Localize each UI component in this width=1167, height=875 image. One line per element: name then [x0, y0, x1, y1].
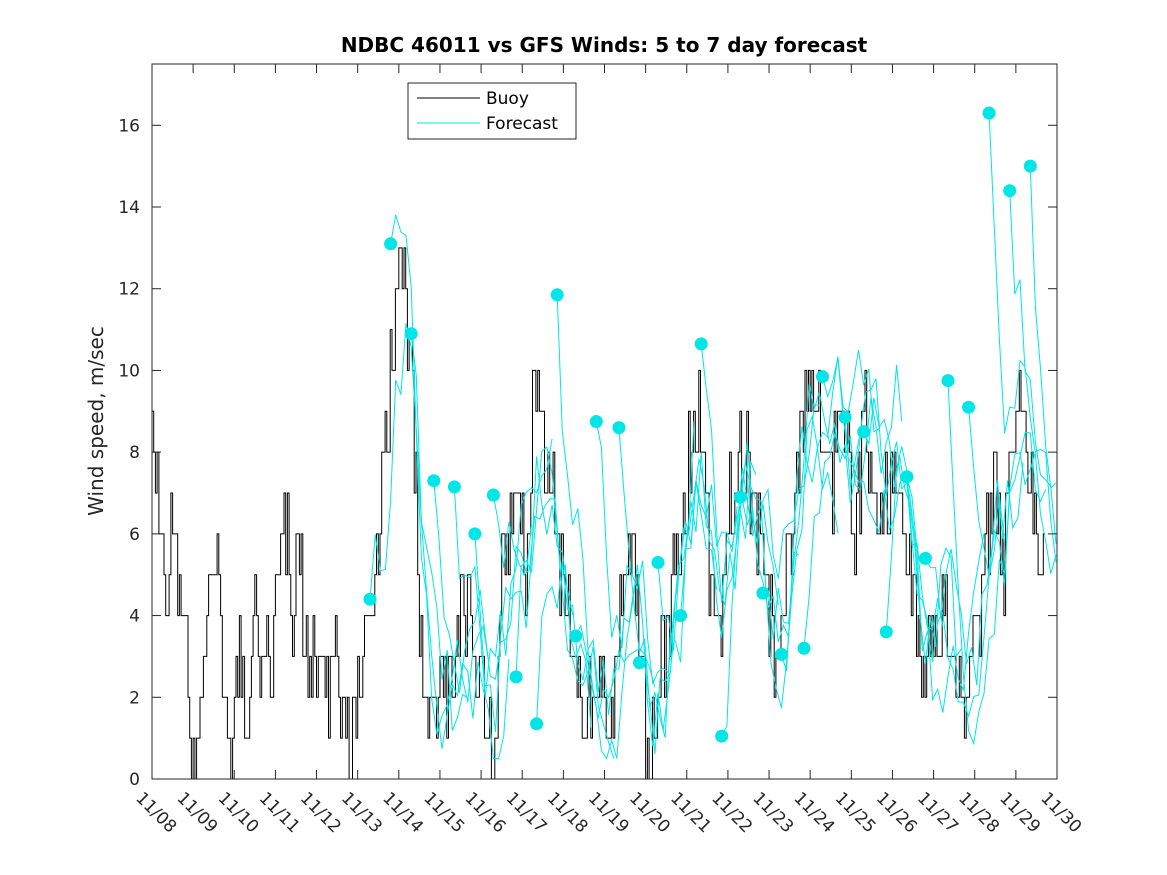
forecast-marker	[468, 527, 482, 541]
forecast-marker	[857, 425, 871, 439]
series-line-forecast	[863, 397, 962, 665]
forecast-marker	[694, 337, 708, 351]
forecast-marker	[384, 237, 398, 251]
forecast-marker	[715, 729, 729, 743]
series-line-forecast	[680, 441, 779, 639]
forecast-marker	[774, 647, 788, 661]
series-line-forecast	[492, 494, 592, 728]
y-tick-label: 2	[129, 688, 140, 708]
series-line-forecast	[721, 404, 820, 737]
forecast-marker	[1003, 184, 1017, 198]
y-tick-label: 12	[118, 280, 140, 300]
series-line-forecast	[924, 462, 1024, 686]
series-line-forecast	[885, 446, 985, 713]
forecast-marker	[363, 592, 377, 606]
series-line-forecast	[803, 364, 903, 649]
y-tick-label: 4	[129, 607, 140, 627]
series-line-forecast	[453, 438, 553, 698]
forecast-marker	[900, 470, 914, 484]
forecast-marker	[756, 586, 770, 600]
y-tick-label: 8	[129, 443, 140, 463]
y-axis-label: Wind speed, m/sec	[84, 326, 108, 516]
legend-forecast-label: Forecast	[486, 114, 558, 134]
forecast-marker	[879, 625, 893, 639]
series-line-forecast	[947, 380, 1047, 746]
forecast-marker	[651, 556, 665, 569]
y-tick-label: 16	[118, 116, 140, 136]
forecast-marker	[962, 400, 976, 414]
legend-buoy-label: Buoy	[486, 89, 529, 109]
series-line-forecast	[1029, 166, 1057, 490]
series-line-forecast	[433, 480, 532, 693]
y-tick-label: 14	[118, 198, 140, 218]
series-line-forecast	[988, 112, 1057, 574]
forecast-marker	[797, 641, 811, 655]
forecast-marker	[982, 106, 996, 120]
forecast-marker	[612, 421, 626, 435]
forecast-marker	[838, 410, 852, 424]
series-line-forecast	[536, 561, 635, 724]
forecast-marker	[427, 474, 441, 488]
forecast-marker	[633, 656, 646, 670]
series-line-forecast	[906, 476, 1006, 718]
legend-box	[407, 82, 577, 140]
forecast-marker	[674, 609, 688, 623]
series-line-forecast	[780, 349, 880, 672]
series-line-forecast	[474, 456, 574, 733]
series-line-forecast	[369, 323, 468, 731]
chart-title: NDBC 46011 vs GFS Winds: 5 to 7 day fore…	[341, 33, 868, 57]
series-line-forecast	[762, 383, 862, 639]
forecast-marker	[569, 629, 583, 643]
y-tick-label: 10	[118, 361, 140, 381]
forecast-marker	[550, 288, 564, 302]
forecast-marker	[404, 327, 418, 341]
y-tick-label: 6	[129, 525, 140, 545]
forecast-marker	[918, 551, 932, 565]
series-line-forecast	[657, 458, 757, 651]
forecast-marker	[733, 490, 747, 504]
series-line-forecast	[1009, 190, 1057, 544]
forecast-marker	[447, 480, 461, 494]
forecast-marker	[1023, 159, 1037, 173]
series-line-forecast	[595, 421, 695, 686]
forecast-marker	[509, 670, 523, 684]
forecast-marker	[589, 415, 603, 428]
forecast-marker	[941, 374, 955, 388]
series-line-forecast	[515, 446, 615, 759]
series-line-forecast	[410, 333, 510, 760]
series-layer	[152, 106, 1057, 780]
series-line-forecast	[618, 427, 718, 738]
legend: Buoy Forecast	[407, 82, 577, 140]
series-line-forecast	[844, 378, 944, 630]
series-line-forecast	[968, 407, 1057, 586]
y-tick-label: 0	[129, 770, 140, 790]
forecast-marker	[486, 488, 500, 502]
forecast-marker	[530, 717, 544, 731]
series-line-forecast	[639, 480, 738, 755]
forecast-marker	[816, 370, 829, 384]
